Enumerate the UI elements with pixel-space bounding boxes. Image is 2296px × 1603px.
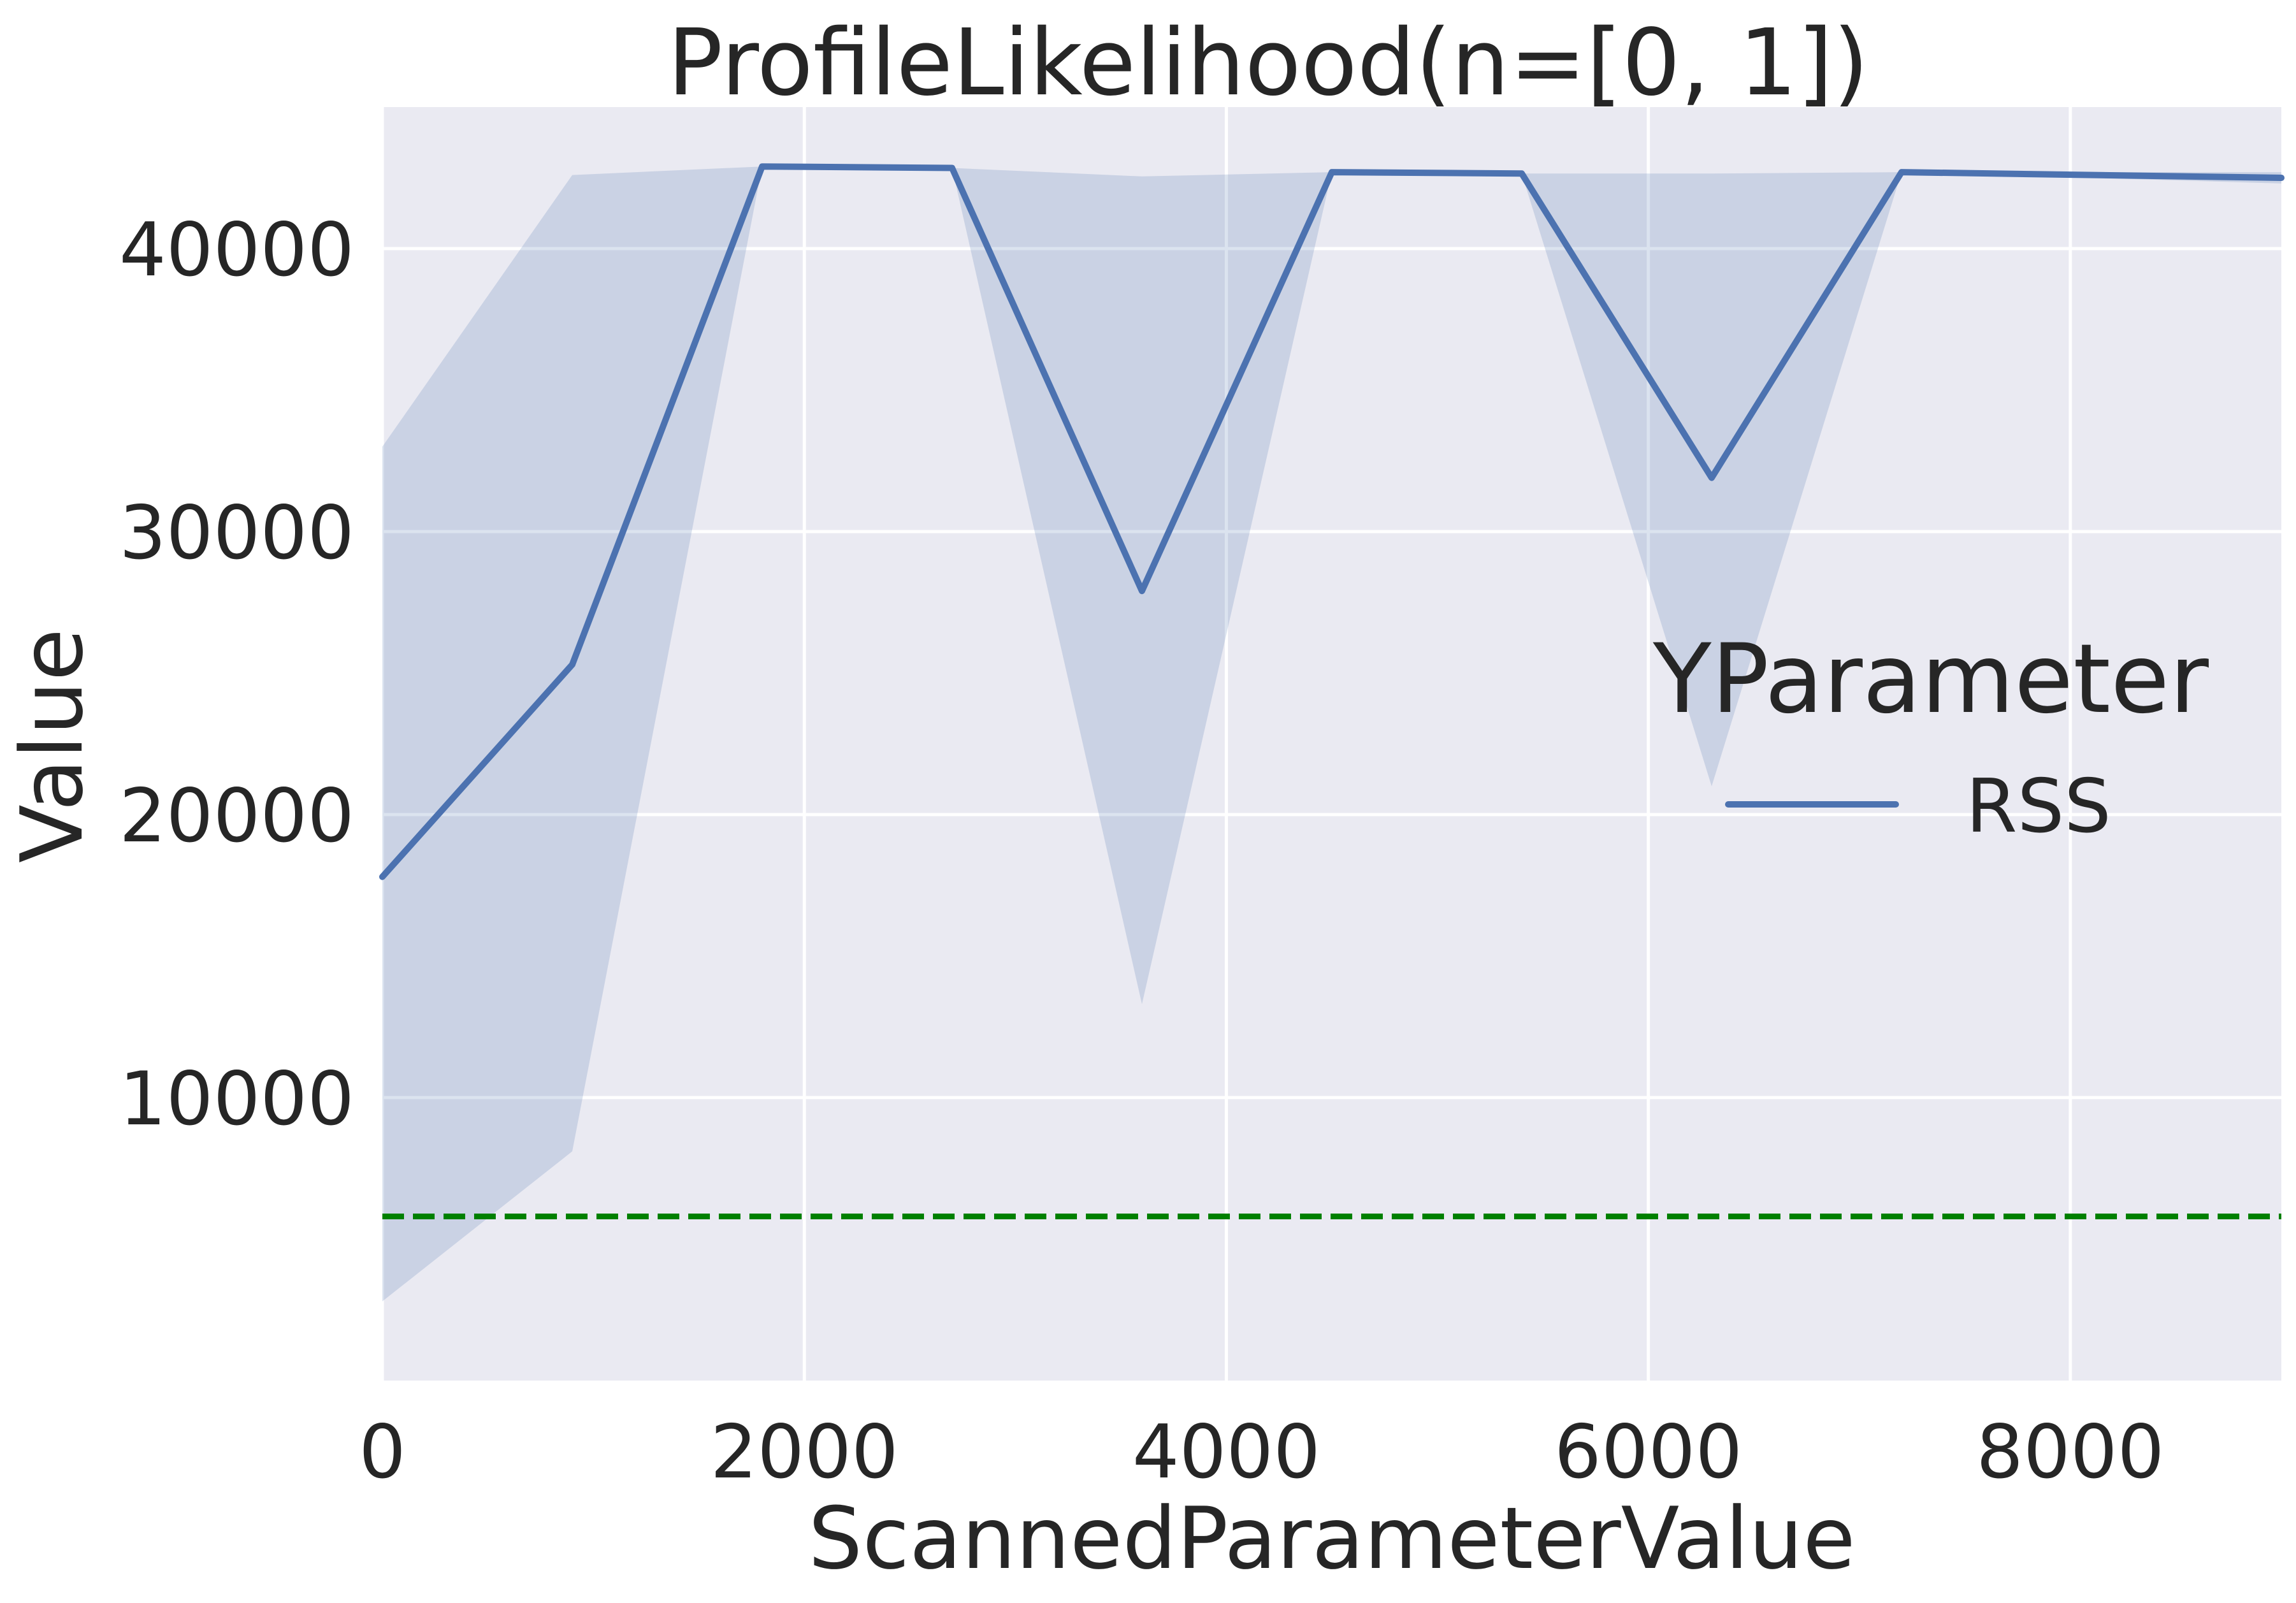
x-tick-label: 8000: [1976, 1409, 2164, 1495]
grid-lines: [380, 107, 2281, 1381]
x-tick-label: 0: [359, 1409, 406, 1495]
y-axis-label: Value: [3, 628, 102, 863]
chart-title: ProfileLikelihood(n=[0, 1]): [667, 9, 1868, 116]
legend-title: YParameter: [1652, 624, 2209, 735]
y-axis-ticks: 10000 20000 30000 40000: [119, 207, 354, 1142]
plot-background: [382, 107, 2281, 1381]
y-tick-label: 10000: [119, 1056, 354, 1142]
y-tick-label: 20000: [119, 773, 354, 859]
confidence-band: [382, 166, 2281, 1302]
x-axis-ticks: 0 2000 4000 6000 8000: [359, 1409, 2164, 1495]
rss-series-line: [379, 163, 2285, 880]
x-tick-label: 2000: [711, 1409, 899, 1495]
x-tick-label: 4000: [1132, 1409, 1320, 1495]
y-tick-label: 30000: [119, 490, 354, 576]
y-tick-label: 40000: [119, 207, 354, 293]
legend-label-rss: RSS: [1966, 764, 2111, 850]
x-tick-label: 6000: [1554, 1409, 1742, 1495]
legend: YParameter RSS: [1652, 624, 2209, 850]
x-axis-label: ScannedParameterValue: [808, 1489, 1855, 1588]
